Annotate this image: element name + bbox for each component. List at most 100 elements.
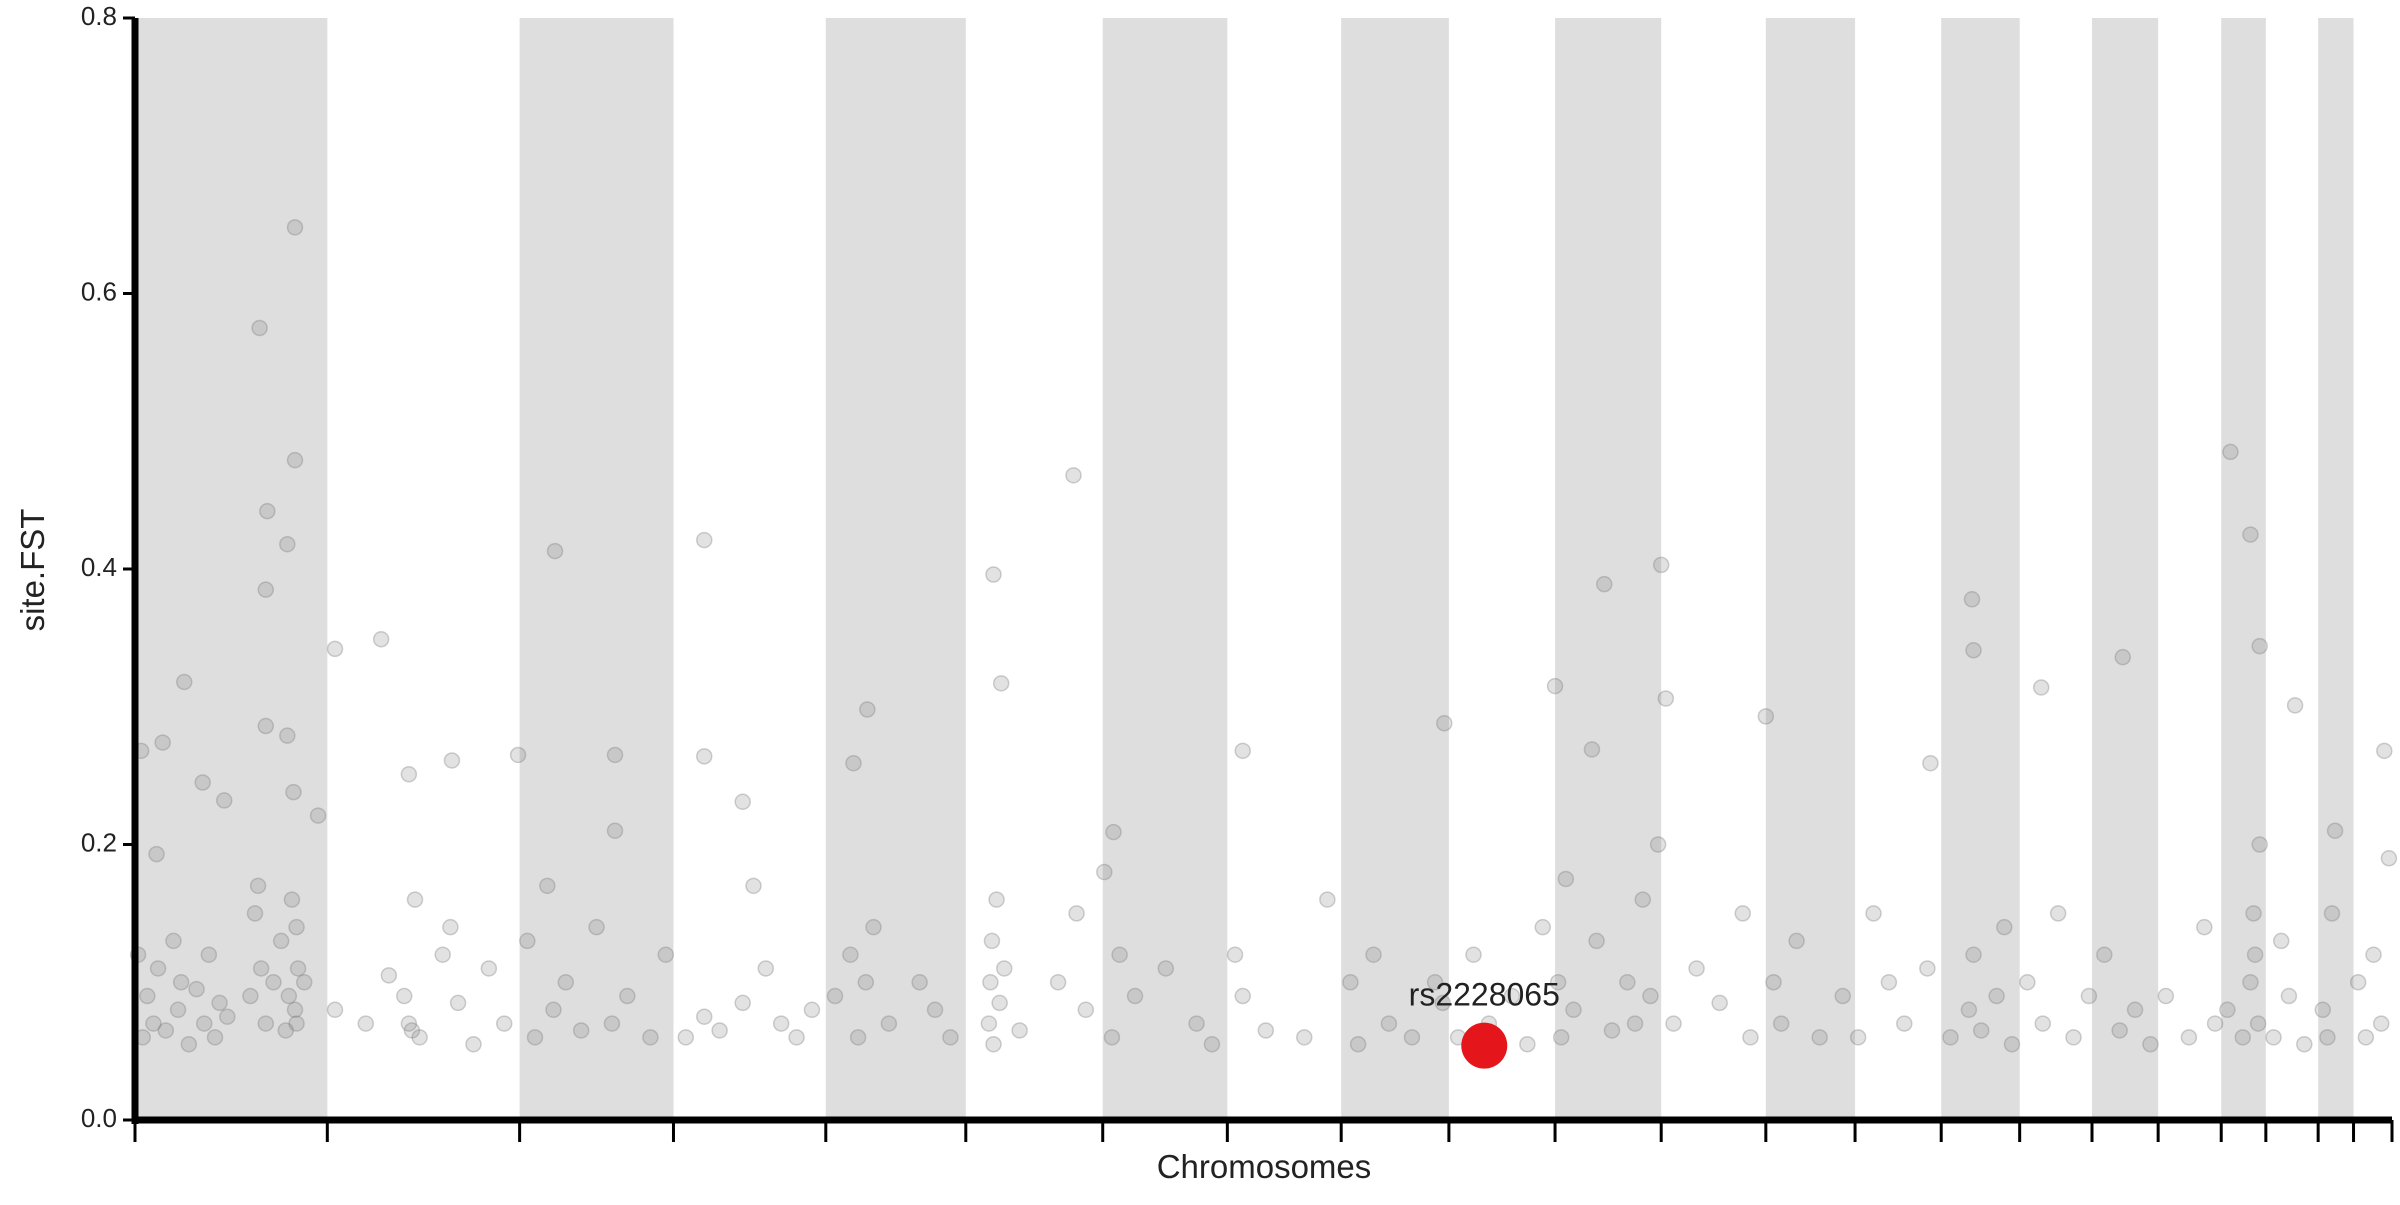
snp-point [1465,946,1482,963]
snp-point [572,1022,590,1039]
snp-point [2245,905,2262,922]
y-axis-label: site.FST [14,509,51,632]
snp-point [2003,1035,2021,1053]
snp-point [309,807,327,824]
snp-point [1965,642,1982,659]
snp-point [180,1035,198,1053]
snp-point [2280,987,2298,1005]
snp-point [911,974,928,991]
snp-point [1960,1001,1978,1019]
snp-point [165,932,182,950]
snp-point [546,542,564,560]
snp-point [757,960,775,977]
snp-point [2323,905,2341,922]
snp-point [411,1029,428,1046]
snp-point [265,974,282,991]
snp-point [1565,1001,1582,1019]
snp-point [2365,946,2382,963]
snp-point [194,774,211,791]
snp-point [1296,1029,1313,1046]
snp-point [480,960,498,977]
snp-point [734,793,751,811]
snp-point [242,987,259,1005]
snp-point [2357,1029,2375,1046]
snp-point [2049,905,2067,922]
snp-point [1996,918,2013,936]
snp-point [1257,1022,1275,1039]
chromosome-band [2318,18,2354,1120]
snp-point [842,946,859,963]
snp-point [2242,974,2259,991]
snp-point [1688,960,1705,977]
snp-point [1865,905,1882,922]
snp-point [1596,575,1613,593]
snp-point [1972,1022,1990,1039]
chromosome-band [825,18,966,1120]
snp-point [1742,1029,1759,1046]
snp-point [2142,1035,2159,1053]
snp-point [1657,690,1675,707]
snp-point [2242,526,2259,543]
snp-point [289,960,307,977]
snp-point [1665,1015,1682,1032]
snp-point [1963,591,1981,608]
snp-point [1552,1029,1570,1046]
snp-point [1772,1015,1790,1032]
snp-point [926,1001,944,1019]
snp-point [1188,1015,1205,1032]
snp-point [1234,987,1251,1005]
snp-point [495,1015,513,1032]
snp-point [1880,974,1898,991]
snp-point [983,932,1001,950]
snp-point [1342,974,1359,991]
y-tick-label: 0.6 [81,276,117,306]
snp-point [849,1029,867,1046]
snp-point [206,1029,224,1046]
snp-point [1349,1035,1367,1053]
snp-point [1922,754,1939,772]
snp-point [865,918,882,936]
snp-point [657,946,675,963]
snp-point [677,1029,695,1046]
snp-point [400,1015,418,1032]
snp-point [745,877,762,895]
snp-point [2019,974,2036,991]
chromosome-band [1102,18,1228,1120]
y-tick-label: 0.0 [81,1103,117,1133]
snp-point [1103,1029,1121,1046]
snp-point [982,974,999,991]
chromosome-band [519,18,674,1120]
snp-point [2157,987,2175,1005]
snp-point [2196,918,2213,936]
snp-point [1549,974,1567,991]
chromosome-band [2091,18,2159,1120]
snp-point [696,531,713,549]
snp-point [2114,648,2132,666]
snp-point [2326,822,2344,839]
snp-point [188,980,205,998]
snp-point [1203,1035,1221,1053]
snp-point [1503,987,1521,1005]
snp-point [1634,891,1651,908]
snp-point [1649,836,1667,853]
snp-point [295,974,313,991]
snp-point [257,1015,275,1032]
snp-point [2372,1015,2390,1032]
snp-point [985,1035,1002,1053]
snp-point [2251,836,2268,853]
snp-point [219,1008,236,1025]
snp-point [2249,1015,2267,1032]
chromosome-band [1341,18,1449,1120]
snp-point [279,727,296,744]
snp-point [1157,960,1175,977]
snp-point [606,822,624,839]
snp-point [1965,946,1982,963]
snp-point [1534,918,1551,936]
snp-point [395,987,413,1005]
snp-point [988,891,1005,908]
snp-point [1988,987,2005,1005]
highlight-label: rs2228065 [1409,977,1560,1013]
snp-point [257,581,275,598]
snp-point [1603,1022,1621,1039]
chromosome-band [1555,18,1662,1120]
